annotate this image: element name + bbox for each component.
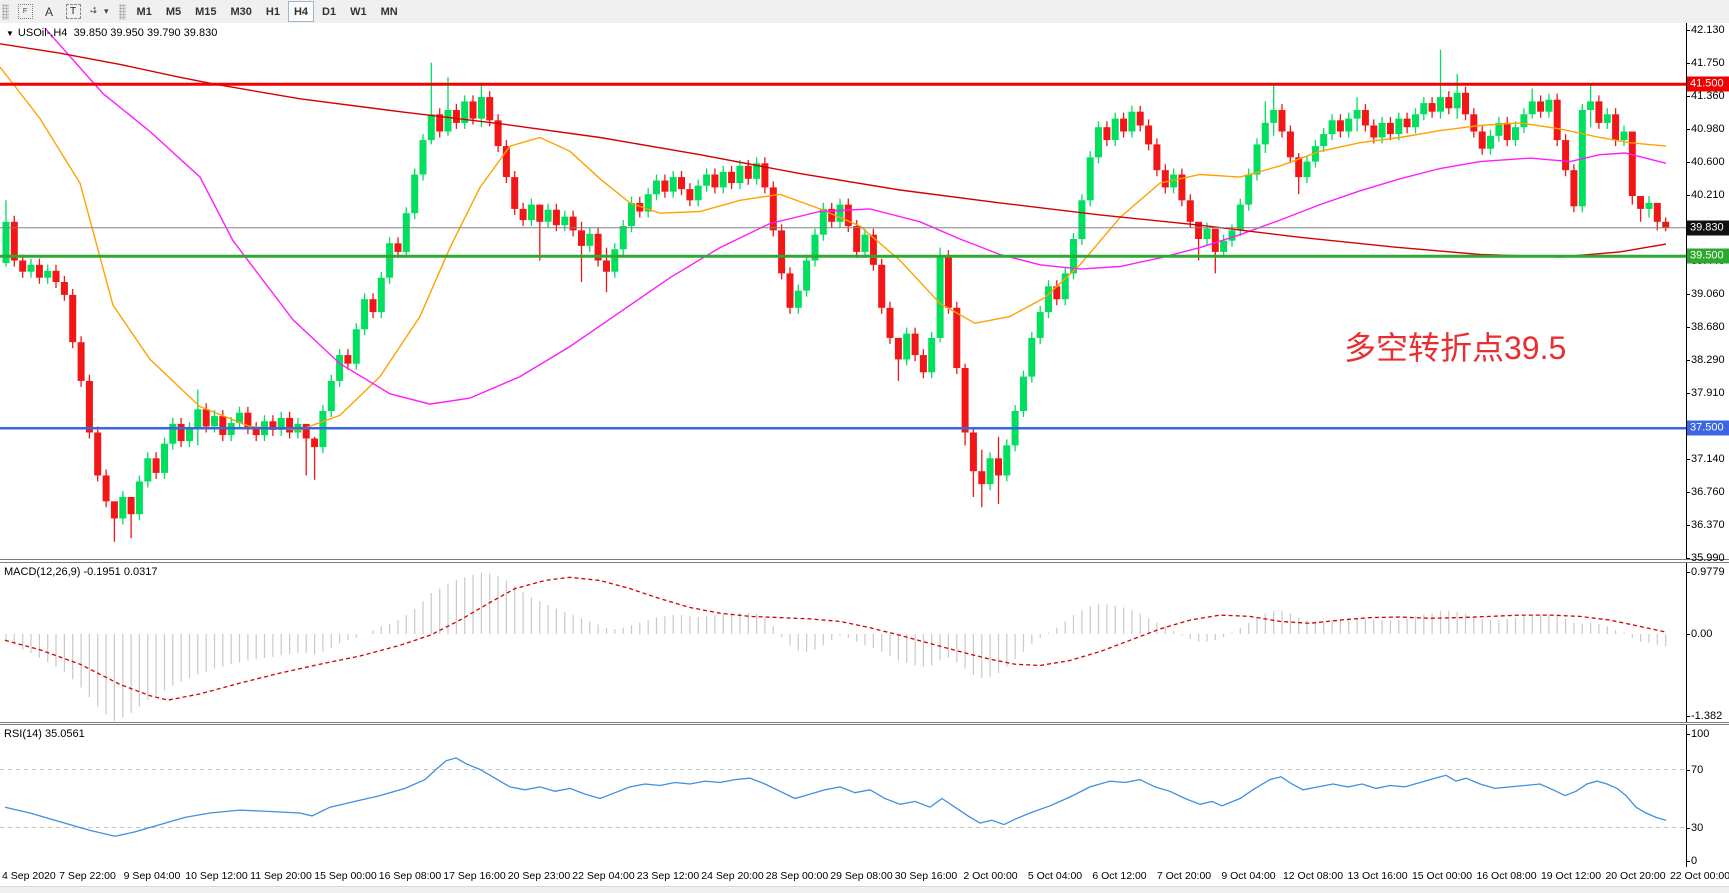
- rsi-axis-border: [1686, 725, 1687, 867]
- macd-histogram: [5, 572, 1667, 721]
- macd-panel[interactable]: MACD(12,26,9) -0.1951 0.0317 0.9779 0.00-…: [0, 562, 1729, 723]
- timeframe-button-d1[interactable]: D1: [322, 5, 337, 18]
- time-tick-label: 13 Oct 16:00: [1347, 870, 1408, 882]
- timeframe-button-m30[interactable]: M30: [230, 5, 252, 18]
- down-wicks: [13, 86, 1667, 542]
- time-tick-label: 15 Oct 00:00: [1411, 870, 1473, 882]
- toolbar-group-handle[interactable]: [118, 3, 126, 20]
- timeframe-button-w1[interactable]: W1: [350, 5, 367, 18]
- time-axis[interactable]: 4 Sep 2020 7 Sep 22:00 9 Sep 04:00 10 Sep 1…: [0, 867, 1729, 886]
- symbol-period-label: USOil-,H4: [17, 27, 68, 39]
- time-tick-label: 29 Sep 08:00: [830, 870, 893, 882]
- status-strip: [0, 886, 1729, 893]
- toolbar: F A T ↔ ↕ ▾ M1 M5 M15 M30 H1 H4 D1 W1 MN: [0, 0, 1729, 24]
- time-tick-label: 20 Oct 20:00: [1605, 870, 1666, 882]
- time-tick-label: 24 Sep 20:00: [701, 870, 764, 882]
- time-tick-label: 28 Sep 00:00: [765, 870, 829, 882]
- time-tick-label: 16 Oct 08:00: [1476, 870, 1537, 882]
- macd-signal-line: [4, 576, 1667, 701]
- candle-bodies: [2, 92, 1670, 519]
- ma-orange-line: [0, 66, 1667, 431]
- time-tick-label: 19 Oct 12:00: [1540, 870, 1602, 882]
- ma-magenta-line: [44, 27, 1667, 405]
- timeframe-button-h4[interactable]: H4: [287, 1, 315, 22]
- timeframe-button-m15[interactable]: M15: [195, 5, 217, 18]
- timeframe-button-m5[interactable]: M5: [165, 5, 182, 18]
- rsi-panel[interactable]: RSI(14) 35.0561 100 70 30 0: [0, 724, 1729, 868]
- price-axis-border: [1686, 23, 1687, 559]
- price-chart-panel[interactable]: ▼ USOil-,H4 39.850 39.950 39.790 39.830 多…: [0, 23, 1729, 564]
- grid-f-icon: F: [17, 4, 33, 19]
- ohlc-values: 39.850 39.950 39.790 39.830: [73, 27, 218, 39]
- macd-chart[interactable]: [0, 563, 1729, 722]
- time-tick-label: 7 Sep 22:00: [59, 870, 116, 882]
- candlestick-chart[interactable]: [0, 23, 1729, 559]
- arrows-icon: ↔ ↕: [88, 3, 99, 16]
- macd-label: MACD(12,26,9) -0.1951 0.0317: [4, 566, 158, 578]
- text-label-tool-button[interactable]: A: [39, 3, 59, 21]
- template-grid-icon[interactable]: F: [15, 3, 35, 21]
- symbol-dropdown-icon[interactable]: ▼: [6, 29, 14, 38]
- letter-a-icon: A: [44, 4, 53, 19]
- time-tick-label: 16 Sep 08:00: [378, 870, 442, 882]
- time-tick-label: 17 Sep 16:00: [443, 870, 506, 882]
- text-box-tool-button[interactable]: T: [63, 3, 83, 21]
- time-tick-label: 4 Sep 2020: [2, 870, 56, 882]
- time-tick-label: 20 Sep 23:00: [507, 870, 571, 882]
- time-tick-label: 30 Sep 16:00: [894, 870, 958, 882]
- time-tick-label: 22 Sep 04:00: [572, 870, 635, 882]
- chart-text-annotation: 多空转折点39.5: [1344, 330, 1567, 366]
- time-tick-label: 23 Sep 12:00: [636, 870, 700, 882]
- ma-red-line: [0, 43, 1667, 258]
- time-tick-label: 12 Oct 08:00: [1282, 870, 1344, 882]
- chart-title: ▼ USOil-,H4 39.850 39.950 39.790 39.830: [6, 27, 217, 39]
- time-tick-label: 7 Oct 20:00: [1156, 870, 1212, 882]
- time-tick-label: 15 Sep 00:00: [314, 870, 377, 882]
- rsi-line: [4, 757, 1667, 837]
- chevron-down-icon: ▾: [104, 6, 109, 16]
- rsi-chart[interactable]: [0, 725, 1729, 867]
- time-tick-label: 5 Oct 04:00: [1027, 870, 1083, 882]
- time-tick-label: 2 Oct 00:00: [963, 870, 1018, 882]
- time-tick-label: 22 Oct 00:00: [1669, 870, 1729, 882]
- letter-t-icon: T: [65, 4, 81, 19]
- time-tick-label: 10 Sep 12:00: [185, 870, 248, 882]
- time-tick-label: 6 Oct 12:00: [1092, 870, 1147, 882]
- timeframe-button-m1[interactable]: M1: [136, 5, 152, 18]
- time-tick-label: 11 Sep 20:00: [250, 870, 312, 882]
- timeframe-button-h1[interactable]: H1: [265, 5, 280, 18]
- rsi-label: RSI(14) 35.0561: [4, 728, 85, 740]
- toolbar-drag-handle[interactable]: [2, 3, 9, 20]
- timeframe-button-mn[interactable]: MN: [380, 5, 398, 18]
- time-tick-label: 9 Sep 04:00: [123, 870, 181, 882]
- time-tick-label: 9 Oct 04:00: [1221, 870, 1276, 882]
- up-wicks: [5, 49, 1650, 525]
- line-studies-button[interactable]: ↔ ↕ ▾: [87, 3, 109, 21]
- macd-axis-border: [1686, 563, 1687, 722]
